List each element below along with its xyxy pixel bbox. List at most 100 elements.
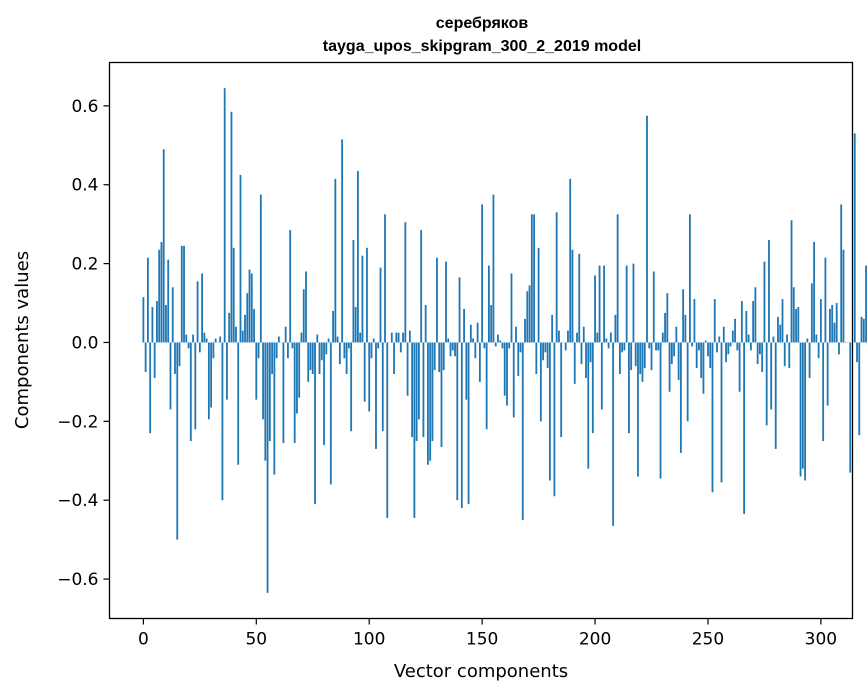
bar-115	[402, 332, 404, 343]
bar-210	[616, 214, 619, 343]
bar-254	[716, 342, 718, 353]
bar-317	[858, 342, 861, 436]
bar-233	[668, 342, 671, 392]
bar-171	[528, 285, 531, 343]
bar-260	[729, 342, 732, 347]
bar-149	[478, 342, 481, 382]
bar-208	[612, 342, 615, 526]
bar-36	[223, 88, 226, 343]
bar-13	[171, 287, 174, 343]
bar-184	[558, 330, 560, 343]
bar-5	[153, 342, 156, 378]
bar-142	[463, 308, 465, 343]
bar-263	[736, 342, 739, 351]
bar-113	[397, 332, 400, 343]
bar-111	[393, 342, 395, 375]
bar-164	[512, 342, 515, 418]
bar-217	[632, 263, 635, 343]
bar-153	[488, 265, 490, 343]
bar-306	[833, 322, 836, 343]
bar-319	[862, 318, 865, 343]
bar-91	[347, 342, 350, 349]
x-axis-ticks: 0 50 100 150 200 250 300	[138, 618, 837, 650]
bar-15	[176, 342, 179, 540]
bar-26	[201, 273, 203, 343]
bar-40	[232, 247, 235, 343]
bar-9	[162, 149, 165, 343]
bar-165	[515, 326, 517, 343]
bar-56	[268, 342, 271, 442]
bar-77	[316, 334, 319, 343]
bar-209	[614, 314, 617, 343]
bar-244	[693, 299, 696, 343]
bar-299	[817, 342, 820, 359]
bar-168	[521, 342, 524, 520]
bar-128	[431, 342, 434, 442]
bar-53	[262, 342, 264, 420]
bar-253	[713, 299, 716, 343]
bar-212	[621, 342, 624, 353]
bar-0	[142, 297, 145, 343]
bar-134	[445, 261, 447, 343]
x-axis-label: Vector components	[394, 661, 568, 682]
bar-207	[609, 332, 612, 343]
bar-272	[756, 342, 759, 365]
bar-83	[329, 342, 332, 485]
bar-76	[314, 342, 316, 505]
bar-216	[630, 342, 633, 371]
bar-187	[564, 342, 567, 351]
bar-137	[451, 342, 454, 351]
bar-155	[492, 194, 495, 343]
bar-191	[573, 342, 576, 384]
bar-222	[643, 342, 646, 369]
bar-195	[582, 326, 585, 343]
bar-60	[277, 336, 280, 343]
bar-281	[777, 316, 779, 343]
bar-75	[311, 342, 314, 375]
bar-275	[763, 261, 766, 343]
bar-1	[144, 342, 147, 373]
bar-39	[230, 111, 233, 343]
bar-196	[585, 342, 587, 378]
bar-102	[372, 338, 375, 343]
bar-271	[754, 287, 757, 343]
bar-277	[768, 239, 770, 343]
bar-162	[508, 342, 511, 349]
bar-12	[169, 342, 172, 410]
y-tick-label: 0.0	[71, 333, 98, 353]
bar-318	[860, 316, 863, 343]
bar-206	[607, 342, 610, 349]
bar-294	[806, 338, 809, 343]
bar-59	[275, 342, 278, 359]
bar-103	[375, 342, 377, 449]
bar-235	[673, 342, 675, 357]
bar-23	[194, 342, 197, 430]
bar-62	[282, 342, 285, 444]
bar-86	[336, 336, 339, 343]
bar-183	[555, 212, 558, 343]
bar-273	[759, 342, 761, 355]
bar-122	[417, 342, 420, 420]
bar-144	[467, 342, 470, 505]
bar-307	[835, 303, 838, 343]
bar-285	[786, 334, 788, 343]
y-axis-ticks: −0.6 −0.4 −0.2 0.0 0.2 0.4 0.6	[57, 97, 110, 590]
bar-291	[799, 342, 802, 477]
bar-211	[618, 342, 621, 375]
bar-288	[792, 287, 795, 343]
bar-214	[625, 265, 628, 343]
bar-246	[698, 342, 700, 351]
bar-230	[661, 332, 664, 343]
bar-81	[325, 342, 328, 355]
bar-225	[650, 342, 653, 371]
bar-227	[655, 342, 657, 351]
bar-237	[677, 342, 680, 380]
bar-262	[734, 318, 736, 343]
bar-100	[368, 342, 371, 412]
bar-123	[420, 230, 423, 343]
bar-236	[675, 326, 678, 343]
bar-35	[221, 342, 224, 501]
bar-19	[185, 334, 188, 343]
bar-4	[151, 306, 154, 343]
